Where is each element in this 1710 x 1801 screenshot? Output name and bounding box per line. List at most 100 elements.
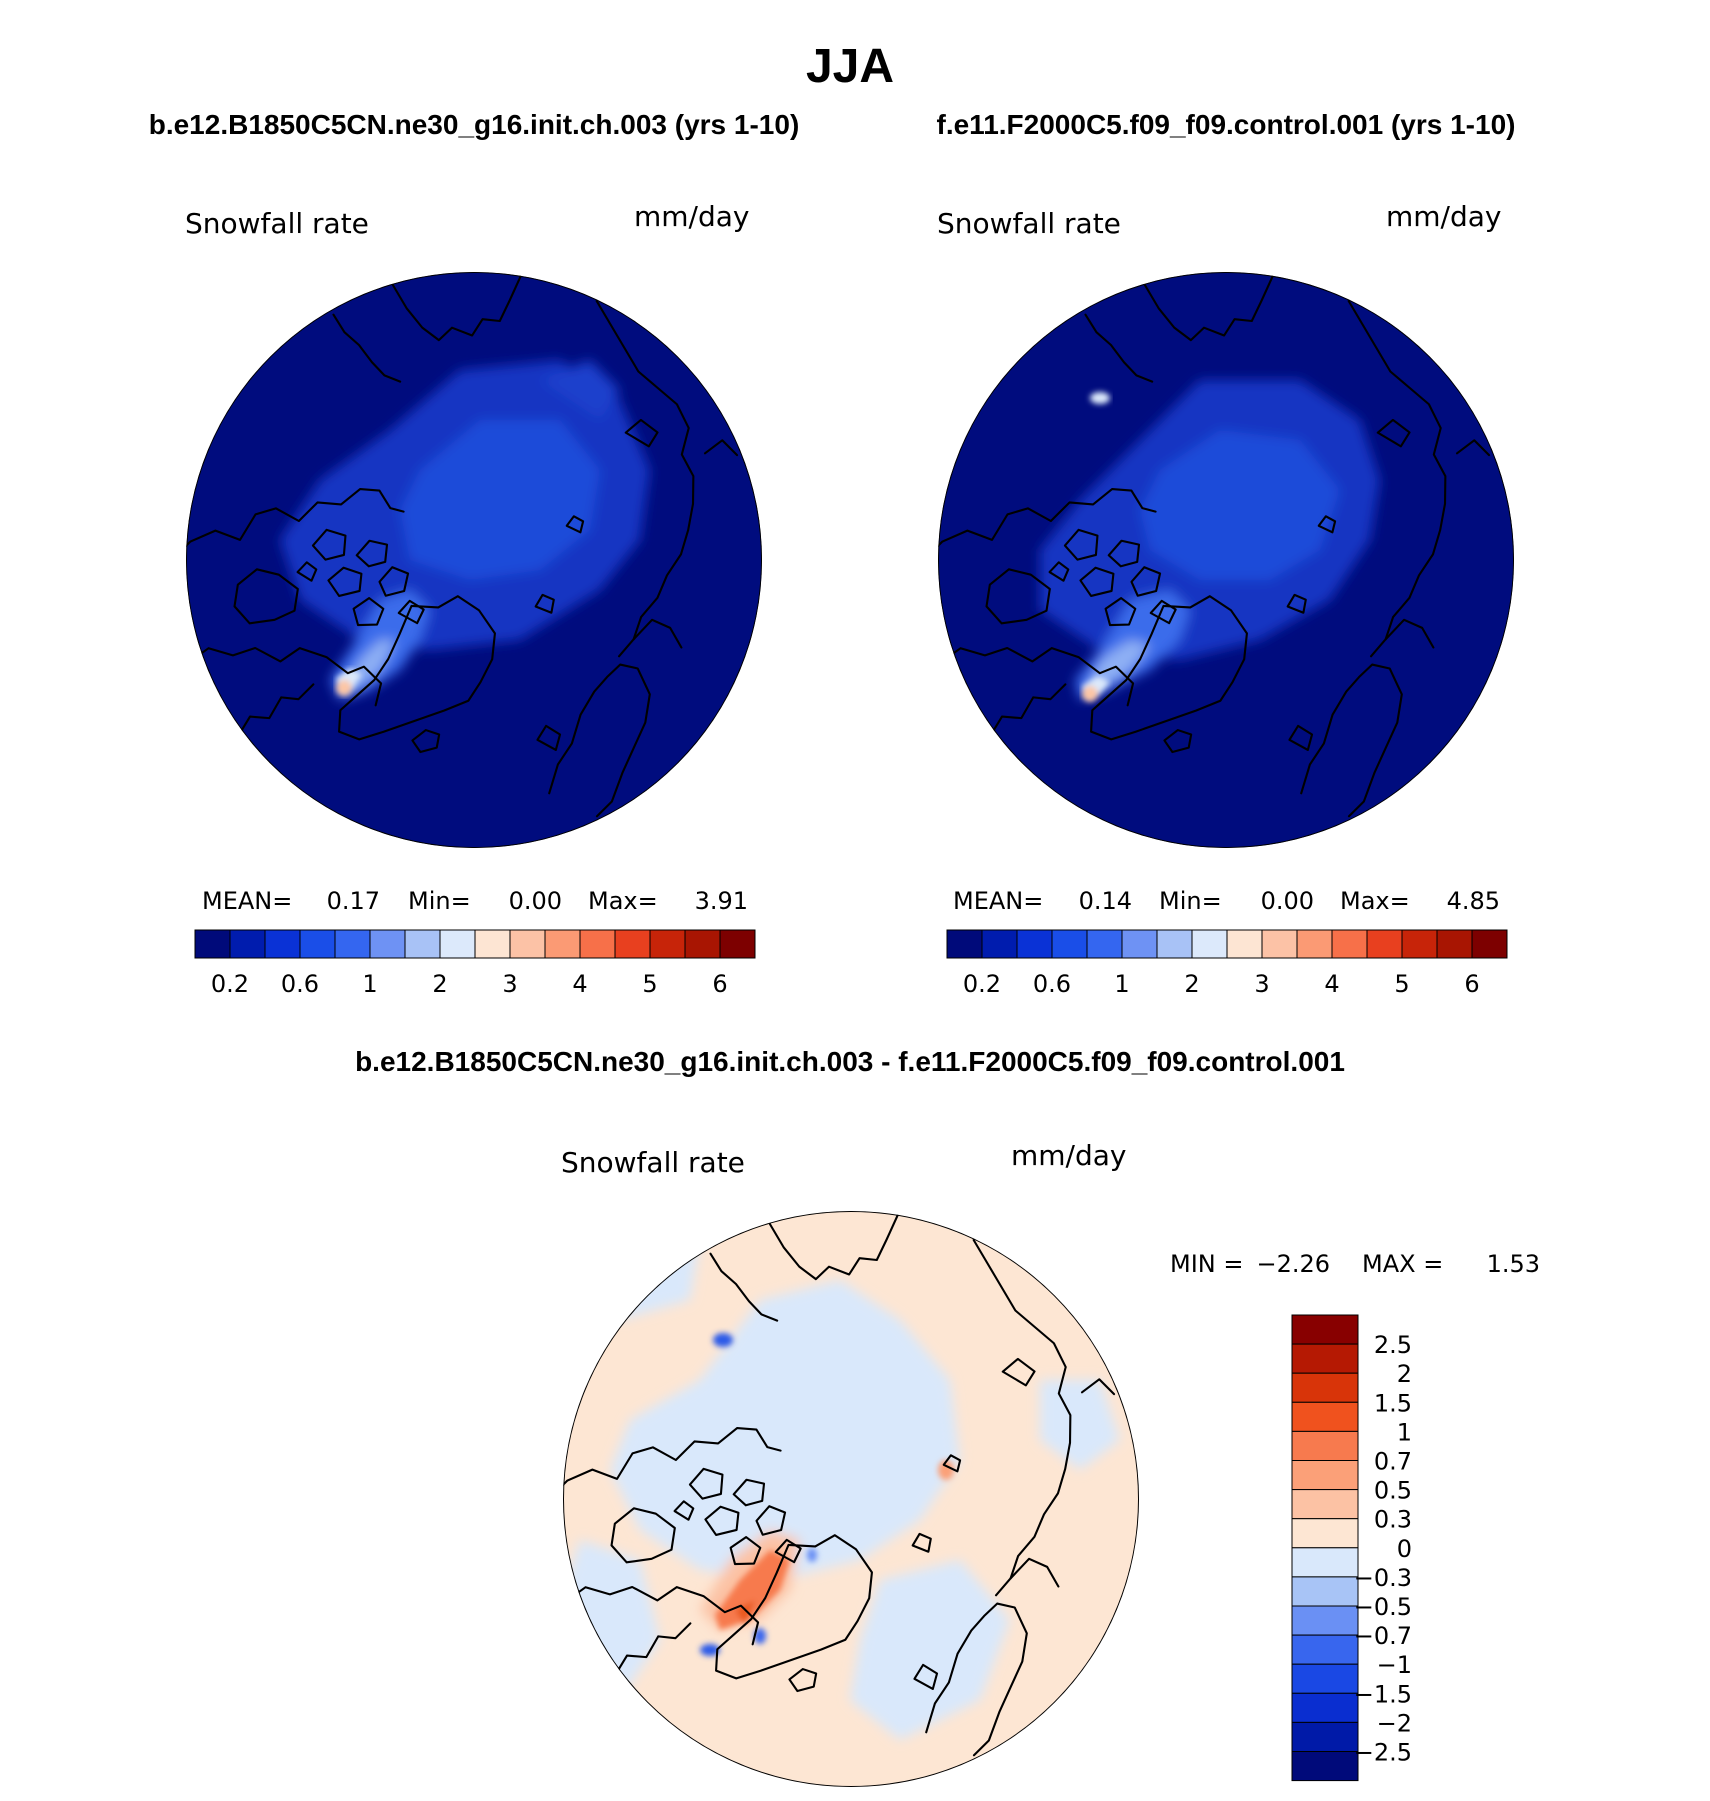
left-colorbar-box	[369, 929, 406, 959]
right-colorbar-box	[1016, 929, 1053, 959]
left-colorbar-box	[194, 929, 231, 959]
diff-colorbar-tick-label: 0.7	[1374, 1448, 1412, 1476]
left-mean-value: 0.17	[327, 887, 380, 915]
diff-colorbar-tick-label: −2.5	[1354, 1739, 1412, 1767]
diff-colorbar-box	[1291, 1605, 1359, 1636]
diff-colorbar-tick-label: 1.5	[1374, 1389, 1412, 1417]
right-colorbar-box	[1226, 929, 1263, 959]
left-panel: Snowfall rate mm/day MEAN= 0.17 Min= 0.0…	[185, 200, 762, 998]
diff-colorbar-tick-label: 2.5	[1374, 1331, 1412, 1359]
left-map	[186, 272, 762, 848]
diff-max-label: MAX =	[1362, 1250, 1443, 1278]
diff-min-label: MIN =	[1170, 1250, 1243, 1278]
left-colorbar-box	[404, 929, 441, 959]
diff-max-value: 1.53	[1487, 1250, 1540, 1278]
right-colorbar-tick-label: 0.6	[1033, 970, 1071, 998]
figure-title: JJA	[806, 40, 894, 93]
diff-colorbar-tick-label: 0	[1397, 1535, 1412, 1563]
right-max-value: 4.85	[1447, 887, 1500, 915]
diff-title: b.e12.B1850C5CN.ne30_g16.init.ch.003 - f…	[355, 1046, 1345, 1077]
left-colorbar-box	[579, 929, 616, 959]
left-colorbar-tick-label: 0.2	[211, 970, 249, 998]
right-colorbar-box	[1156, 929, 1193, 959]
left-colorbar-box	[439, 929, 476, 959]
left-colorbar-tick-label: 6	[712, 970, 727, 998]
right-panel: Snowfall rate mm/day MEAN= 0.14 Min= 0.0…	[937, 200, 1514, 998]
diff-field-positive-3	[735, 1600, 755, 1625]
diff-colorbar-box	[1291, 1663, 1359, 1694]
right-mean-label: MEAN=	[953, 887, 1043, 915]
right-colorbar-tick-label: 4	[1324, 970, 1339, 998]
left-mean-label: MEAN=	[202, 887, 292, 915]
right-colorbar-box	[1296, 929, 1333, 959]
diff-field-alaska-neg	[713, 1333, 733, 1347]
right-colorbar-tick-label: 5	[1394, 970, 1409, 998]
right-colorbar-box	[1051, 929, 1088, 959]
diff-colorbar-box	[1291, 1518, 1359, 1549]
diff-colorbar-box	[1291, 1634, 1359, 1665]
left-colorbar-box	[264, 929, 301, 959]
right-field-max	[1082, 686, 1098, 702]
diff-field-greenland-neg-1	[700, 1644, 720, 1656]
right-field-alaska-spot	[1090, 392, 1110, 404]
right-colorbar-box	[1121, 929, 1158, 959]
diff-colorbar-tick-label: −2	[1377, 1709, 1412, 1737]
left-colorbar-box	[719, 929, 756, 959]
diff-colorbar-box	[1291, 1721, 1359, 1753]
diff-colorbar-box	[1291, 1343, 1359, 1374]
diff-field-negative-1	[610, 1280, 960, 1580]
diff-colorbar-box	[1291, 1692, 1359, 1723]
diff-colorbar-tick-label: 2	[1397, 1360, 1412, 1388]
right-min-value: 0.00	[1261, 887, 1314, 915]
left-case-title: b.e12.B1850C5CN.ne30_g16.init.ch.003 (yr…	[149, 109, 800, 140]
diff-field-positive-2	[715, 1550, 790, 1630]
diff-field-greenland-neg-2	[754, 1628, 766, 1644]
right-stats: MEAN= 0.14 Min= 0.00 Max= 4.85	[953, 887, 1500, 915]
diff-field-negative-3	[850, 1560, 1010, 1740]
left-colorbar-tick-label: 3	[502, 970, 517, 998]
right-colorbar-tick-label: 0.2	[963, 970, 1001, 998]
right-units-label: mm/day	[1386, 200, 1502, 233]
left-max-value: 3.91	[695, 887, 748, 915]
left-max-label: Max=	[588, 887, 658, 915]
left-colorbar-tick-label: 5	[642, 970, 657, 998]
left-colorbar-tick-label: 2	[432, 970, 447, 998]
left-min-label: Min=	[408, 887, 471, 915]
right-colorbar-box	[1436, 929, 1473, 959]
diff-units-label: mm/day	[1011, 1139, 1127, 1172]
right-mean-value: 0.14	[1079, 887, 1132, 915]
left-colorbar-box	[229, 929, 266, 959]
right-colorbar-tick-label: 3	[1254, 970, 1269, 998]
left-units-label: mm/day	[634, 200, 750, 233]
right-colorbar-tick-label: 6	[1464, 970, 1479, 998]
right-map	[938, 272, 1514, 848]
diff-field-greenland-neg-3	[807, 1548, 817, 1562]
diff-colorbar-tick-label: −0.7	[1354, 1622, 1412, 1650]
right-colorbar-box	[1261, 929, 1298, 959]
diff-colorbar-box	[1291, 1430, 1359, 1462]
diff-colorbar-box	[1291, 1372, 1359, 1403]
diff-colorbar-tick-label: 1	[1397, 1418, 1412, 1446]
diff-colorbar-box	[1291, 1576, 1359, 1607]
diff-field-negative-5	[1040, 1380, 1120, 1470]
left-colorbar-box	[509, 929, 546, 959]
diff-colorbar-tick-label: −0.3	[1354, 1564, 1412, 1592]
left-colorbar-tick-label: 0.6	[281, 970, 319, 998]
right-colorbar-box	[946, 929, 983, 959]
left-colorbar-box	[684, 929, 721, 959]
left-field-max	[336, 680, 352, 696]
right-colorbar-box	[1471, 929, 1508, 959]
diff-colorbar-tick-label: −1.5	[1354, 1680, 1412, 1708]
diff-colorbar-tick-label: −1	[1377, 1651, 1412, 1679]
diff-colorbar-tick-label: −0.5	[1354, 1593, 1412, 1621]
right-colorbar-box	[981, 929, 1018, 959]
right-colorbar-box	[1366, 929, 1403, 959]
diff-colorbar	[1291, 1314, 1359, 1782]
right-case-title: f.e11.F2000C5.f09_f09.control.001 (yrs 1…	[937, 109, 1516, 140]
right-colorbar-tick-label: 2	[1184, 970, 1199, 998]
right-min-label: Min=	[1159, 887, 1222, 915]
left-colorbar-box	[649, 929, 686, 959]
left-colorbar-box	[299, 929, 336, 959]
diff-map	[563, 1211, 1139, 1787]
left-colorbar-tick-label: 4	[572, 970, 587, 998]
